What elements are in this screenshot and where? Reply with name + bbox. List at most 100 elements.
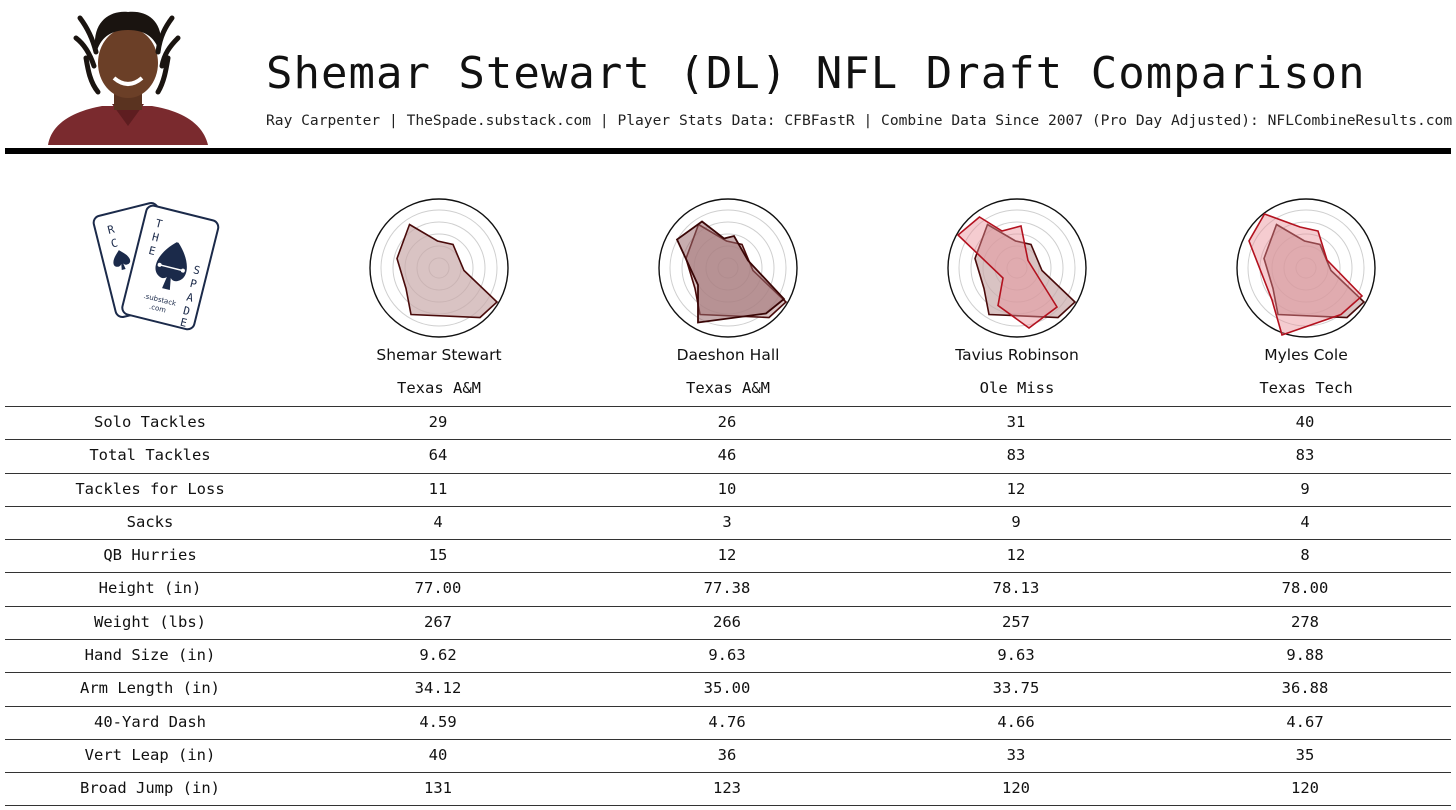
stat-value: 35.00 [703,679,751,698]
radar-chart [947,198,1087,338]
table-row: QB Hurries 15 12 12 8 [5,539,1451,572]
logo-letter-h: H [151,230,161,244]
logo-letter-p: P [188,277,198,291]
table-row: Broad Jump (in) 131 123 120 120 [5,772,1451,806]
stat-label: Height (in) [98,579,202,598]
stat-value: 9 [1011,512,1021,531]
stat-value: 4.59 [419,712,457,731]
stat-value: 3 [722,512,732,531]
stat-label: QB Hurries [103,546,197,565]
stat-label: Hand Size (in) [84,646,216,665]
stat-value: 4.76 [708,712,746,731]
stat-value: 9.63 [997,646,1035,665]
logo-letter-s: S [192,263,202,277]
player-headshot [40,8,215,145]
table-row: Vert Leap (in) 40 36 33 35 [5,738,1451,772]
player-name: Daeshon Hall [676,346,780,364]
table-row: Hand Size (in) 9.62 9.63 9.63 9.88 [5,639,1451,672]
stat-value: 123 [713,779,741,798]
stat-label: Arm Length (in) [80,679,220,698]
table-row: Solo Tackles 29 26 31 40 [5,406,1451,439]
stat-label: Broad Jump (in) [80,779,220,798]
stats-table: Solo Tackles 29 26 31 40 Total Tackles 64 46 83 8… [5,406,1451,806]
stat-label: Sacks [126,512,174,531]
stat-value: 4.67 [1286,712,1324,731]
stat-value: 267 [424,612,452,631]
stat-value: 4 [1300,512,1310,531]
table-row: Sacks 4 3 9 4 [5,505,1451,539]
stat-label: Tackles for Loss [75,479,225,498]
stat-label: 40-Yard Dash [94,712,206,731]
stat-value: 15 [428,546,448,565]
radar-polygon-compare [675,220,786,324]
stat-value: 77.00 [414,579,462,598]
radar-grid-ring [958,209,1076,327]
stat-value: 83 [1006,446,1026,465]
player-school: Texas A&M [397,379,481,397]
player-column: Myles Cole Texas Tech [1206,196,1406,397]
stat-value: 12 [1006,546,1026,565]
table-row: Total Tackles 64 46 83 83 [5,439,1451,472]
stat-value: 4.66 [997,712,1035,731]
player-school: Ole Miss [979,379,1055,397]
stat-value: 31 [1006,413,1026,431]
stat-value: 257 [1002,612,1030,631]
player-name: Shemar Stewart [376,346,502,364]
table-row: Weight (lbs) 267 266 257 278 [5,605,1451,639]
stat-label: Solo Tackles [94,413,206,431]
radar-chart [369,198,509,338]
stat-value: 12 [1006,479,1026,498]
radar-grid-ring [380,209,498,327]
stat-value: 33 [1006,745,1026,764]
stat-label: Vert Leap (in) [84,745,216,764]
player-column: Tavius Robinson Ole Miss [917,196,1117,397]
stat-value: 9.63 [708,646,746,665]
stat-value: 120 [1002,779,1030,798]
player-school: Texas A&M [686,379,770,397]
stat-value: 266 [713,612,741,631]
logo-com-text: .com [148,303,167,315]
logo-letter-t: T [154,217,164,231]
stat-value: 36.88 [1281,679,1329,698]
stat-value: 35 [1295,745,1315,764]
radar-polygon-base [1263,223,1366,319]
stat-value: 10 [717,479,737,498]
table-row: Height (in) 77.00 77.38 78.13 78.00 [5,572,1451,605]
stat-value: 12 [717,546,737,565]
stat-value: 83 [1295,446,1315,465]
stat-value: 26 [717,413,737,431]
radar-chart [1236,198,1376,338]
stat-value: 77.38 [703,579,751,598]
logo-letter-c: C [110,236,120,250]
radar-polygon-base [396,223,499,319]
stat-value: 64 [428,446,448,465]
stat-value: 34.12 [414,679,462,698]
logo-letter-e: E [147,244,157,258]
stat-value: 29 [428,413,448,431]
table-row: 40-Yard Dash 4.59 4.76 4.66 4.67 [5,705,1451,739]
radar-polygon-compare [956,216,1059,329]
page-subtitle: Ray Carpenter | TheSpade.substack.com | … [266,112,1453,129]
logo-letter-a: A [185,290,195,304]
stat-value: 9.62 [419,646,457,665]
table-row: Tackles for Loss 11 10 12 9 [5,472,1451,506]
radar-grid-ring [669,209,787,327]
stat-value: 40 [1295,413,1315,431]
page-title: Shemar Stewart (DL) NFL Draft Comparison [266,48,1366,99]
player-school: Texas Tech [1259,379,1353,397]
stat-value: 46 [717,446,737,465]
stat-label: Total Tackles [89,446,211,465]
stat-value: 9.88 [1286,646,1324,665]
stat-value: 4 [433,512,443,531]
header-divider [5,148,1451,154]
stat-value: 33.75 [992,679,1040,698]
stat-value: 120 [1291,779,1319,798]
player-column: Daeshon Hall Texas A&M [628,196,828,397]
stat-value: 78.00 [1281,579,1329,598]
stat-value: 8 [1300,546,1310,565]
stat-value: 40 [428,745,448,764]
logo-letter-e2: E [179,316,189,330]
logo-letter-d: D [182,304,192,318]
logo-letter-r: R [106,223,116,237]
the-spade-logo: R C T H E S P A D E .substack .com [92,202,220,331]
